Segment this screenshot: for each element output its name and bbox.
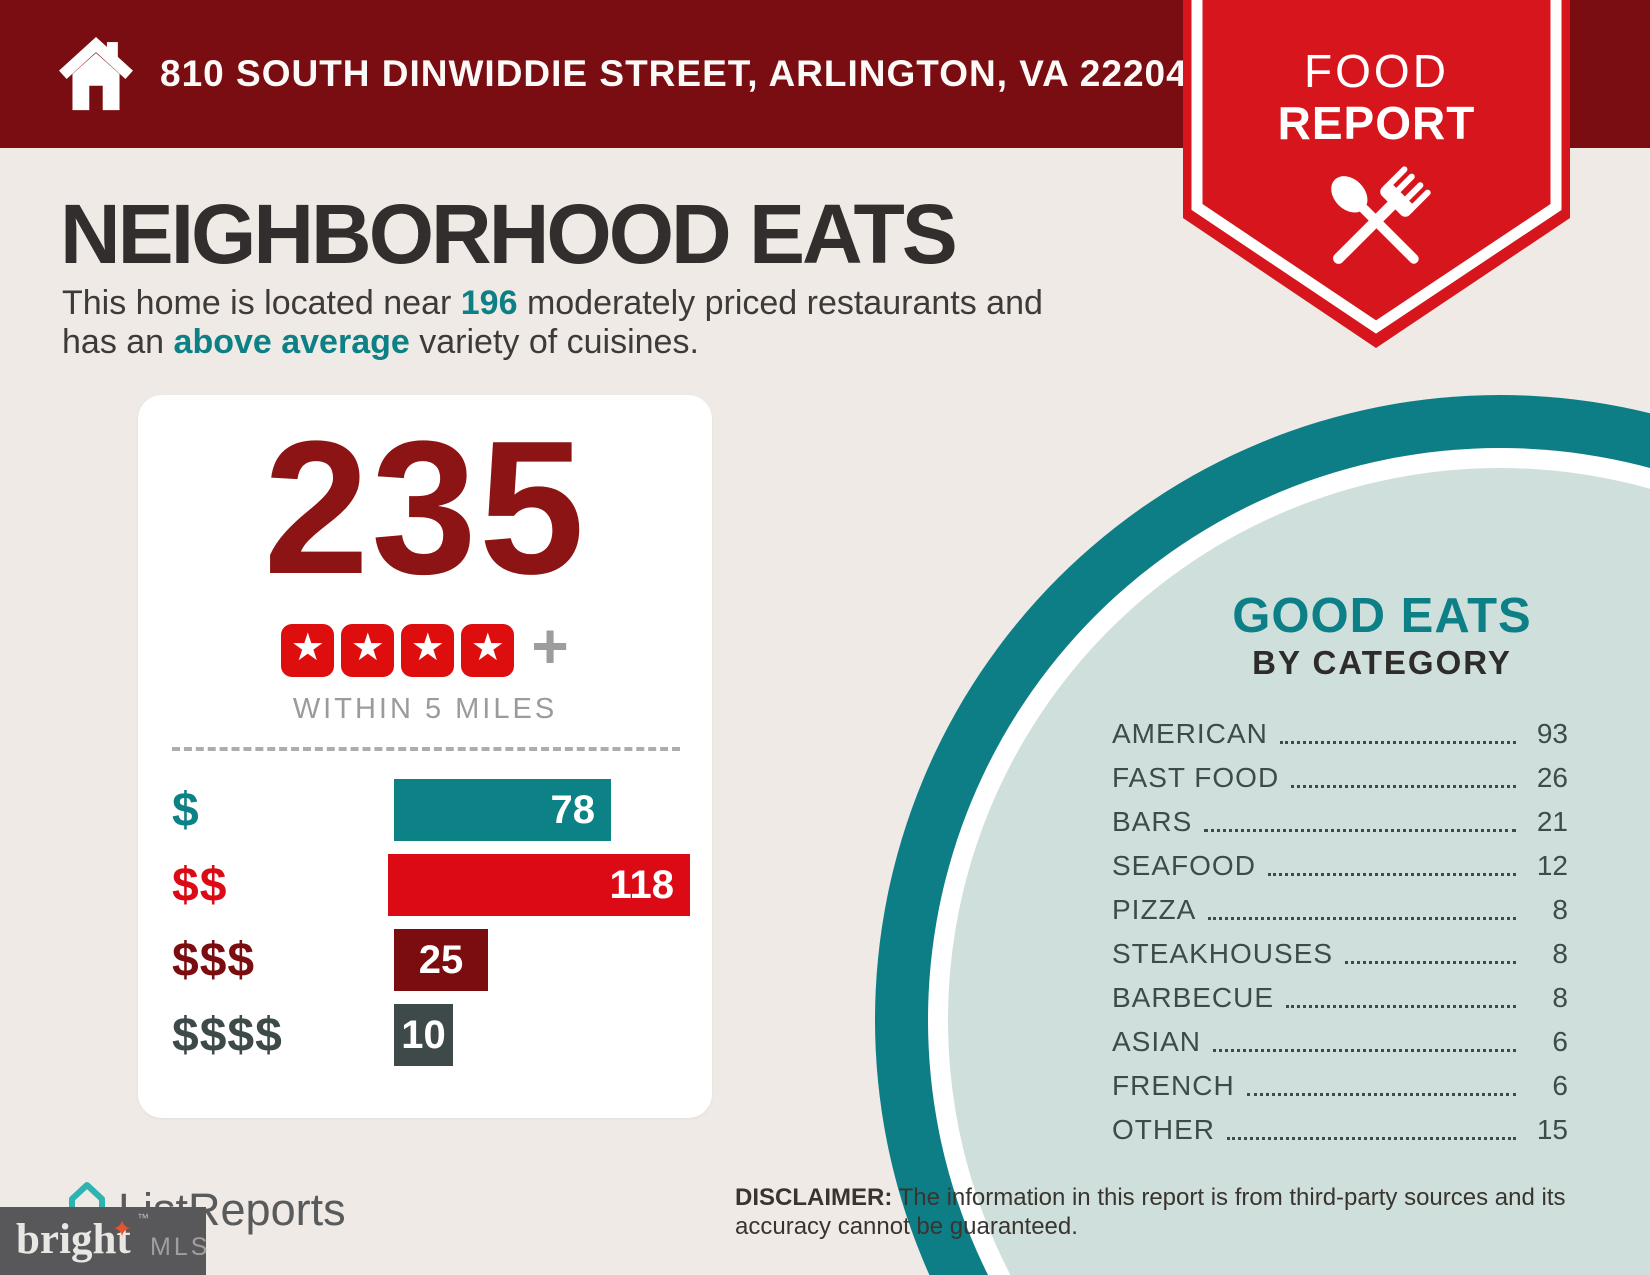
price-tier-label: $	[172, 783, 200, 837]
price-tier-bar-chart: $78 $$ 118 $$$ 25 $$$$ 10	[172, 779, 690, 1066]
price-tier-value: 10	[401, 1012, 446, 1057]
dotted-leader	[1279, 740, 1516, 744]
good-eats-subtitle: BY CATEGORY	[1252, 644, 1512, 681]
home-icon	[59, 37, 133, 111]
radius-label: WITHIN 5 MILES	[292, 693, 558, 725]
star-rating: ★ ★ ★ ★ +	[138, 609, 712, 682]
category-count: 15	[1536, 1114, 1568, 1145]
category-label: BARBECUE	[1112, 982, 1275, 1013]
category-row: STEAKHOUSES 8	[1112, 932, 1568, 976]
price-tier-value: 25	[418, 937, 464, 982]
bright-star-icon: ✦	[112, 1216, 133, 1243]
intro-line-2: has an above average variety of cuisines…	[62, 323, 699, 361]
category-label: ASIAN	[1112, 1026, 1202, 1057]
price-tier-row: $$$$ 10	[172, 1004, 690, 1066]
price-tier-bar: 10	[394, 1004, 453, 1066]
category-count: 26	[1536, 762, 1568, 793]
variety-highlight: above average	[173, 323, 410, 361]
category-row: PIZZA 8	[1112, 888, 1568, 932]
category-count: 6	[1552, 1070, 1568, 1101]
disclaimer-label: DISCLAIMER:	[735, 1184, 893, 1211]
trademark-symbol: ™	[137, 1211, 149, 1225]
yelp-star-icon: ★	[401, 623, 455, 677]
category-count: 6	[1552, 1026, 1568, 1057]
stats-card: 235 ★ ★ ★ ★ + WITHIN 5 MILES $78 $$ 118 $$$ 25 $$…	[138, 395, 712, 1118]
dotted-leader	[1213, 1048, 1516, 1052]
yelp-star-icon: ★	[281, 623, 335, 677]
yelp-star-icon: ★	[461, 623, 515, 677]
dotted-leader	[1208, 916, 1516, 920]
ribbon-food-label: FOOD	[1304, 45, 1449, 97]
yelp-star-icon: ★	[341, 623, 395, 677]
total-restaurants: 235	[263, 402, 587, 614]
category-count: 21	[1536, 806, 1568, 837]
price-tier-label: $$$$	[172, 1008, 283, 1062]
category-row: BARS 21	[1112, 800, 1568, 844]
price-tier-bar: 78	[394, 779, 611, 841]
category-label: PIZZA	[1112, 894, 1197, 925]
category-row: OTHER 15	[1112, 1108, 1568, 1152]
category-label: OTHER	[1112, 1114, 1215, 1145]
good-eats-title: GOOD EATS	[1232, 589, 1532, 643]
category-row: FAST FOOD 26	[1112, 756, 1568, 800]
dotted-leader	[1267, 872, 1516, 876]
price-tier-bar: 25	[394, 929, 488, 991]
category-count: 8	[1552, 938, 1568, 969]
category-label: STEAKHOUSES	[1112, 938, 1334, 969]
dotted-leader	[1246, 1092, 1516, 1096]
price-tier-label: $$$	[172, 933, 256, 987]
category-label: FRENCH	[1112, 1070, 1235, 1101]
dotted-leader	[1291, 784, 1516, 788]
dotted-leader	[1345, 960, 1516, 964]
category-row: SEAFOOD 12	[1112, 844, 1568, 888]
bright-wordmark: bright	[16, 1216, 131, 1263]
mls-label: MLS	[150, 1233, 211, 1261]
bright-mls-logo: bright ✦ ™ MLS	[0, 1207, 207, 1275]
category-count: 12	[1536, 850, 1568, 881]
category-row: AMERICAN 93	[1112, 712, 1568, 756]
ribbon-report-label: REPORT	[1277, 97, 1476, 149]
page-title: NEIGHBORHOOD EATS	[60, 187, 958, 281]
restaurant-count: 196	[460, 284, 518, 322]
category-label: FAST FOOD	[1112, 762, 1280, 793]
category-label: AMERICAN	[1112, 718, 1268, 749]
price-tier-bar: 118	[388, 854, 690, 916]
category-label: SEAFOOD	[1112, 850, 1256, 881]
dotted-leader	[1204, 828, 1516, 832]
category-row: ASIAN 6	[1112, 1020, 1568, 1064]
category-count: 93	[1536, 718, 1568, 749]
intro-text: This home is located near 196 moderately…	[62, 284, 1043, 362]
category-label: BARS	[1112, 806, 1193, 837]
plus-icon: +	[531, 609, 569, 682]
price-tier-row: $$ 118	[172, 854, 690, 916]
property-address: 810 SOUTH DINWIDDIE STREET, ARLINGTON, V…	[160, 53, 1188, 94]
dotted-leader	[1227, 1136, 1516, 1140]
dotted-leader	[1286, 1004, 1516, 1008]
category-count: 8	[1552, 894, 1568, 925]
category-count: 8	[1552, 982, 1568, 1013]
price-tier-label: $$	[172, 858, 228, 912]
intro-line-1: This home is located near 196 moderately…	[62, 284, 1043, 322]
food-report-ribbon	[1183, 0, 1570, 348]
category-row: FRENCH 6	[1112, 1064, 1568, 1108]
dashed-divider	[172, 747, 680, 751]
category-list: AMERICAN 93 FAST FOOD 26 BARS 21 SEAFOOD 12 PIZZ…	[1112, 712, 1568, 1152]
price-tier-row: $78	[172, 779, 690, 841]
price-tier-value: 78	[550, 787, 596, 832]
category-row: BARBECUE 8	[1112, 976, 1568, 1020]
disclaimer-text: DISCLAIMER: The information in this repo…	[735, 1184, 1566, 1240]
crossed-spoon-fork-icon	[1331, 166, 1431, 264]
price-tier-value: 118	[609, 862, 674, 907]
price-tier-row: $$$ 25	[172, 929, 690, 991]
